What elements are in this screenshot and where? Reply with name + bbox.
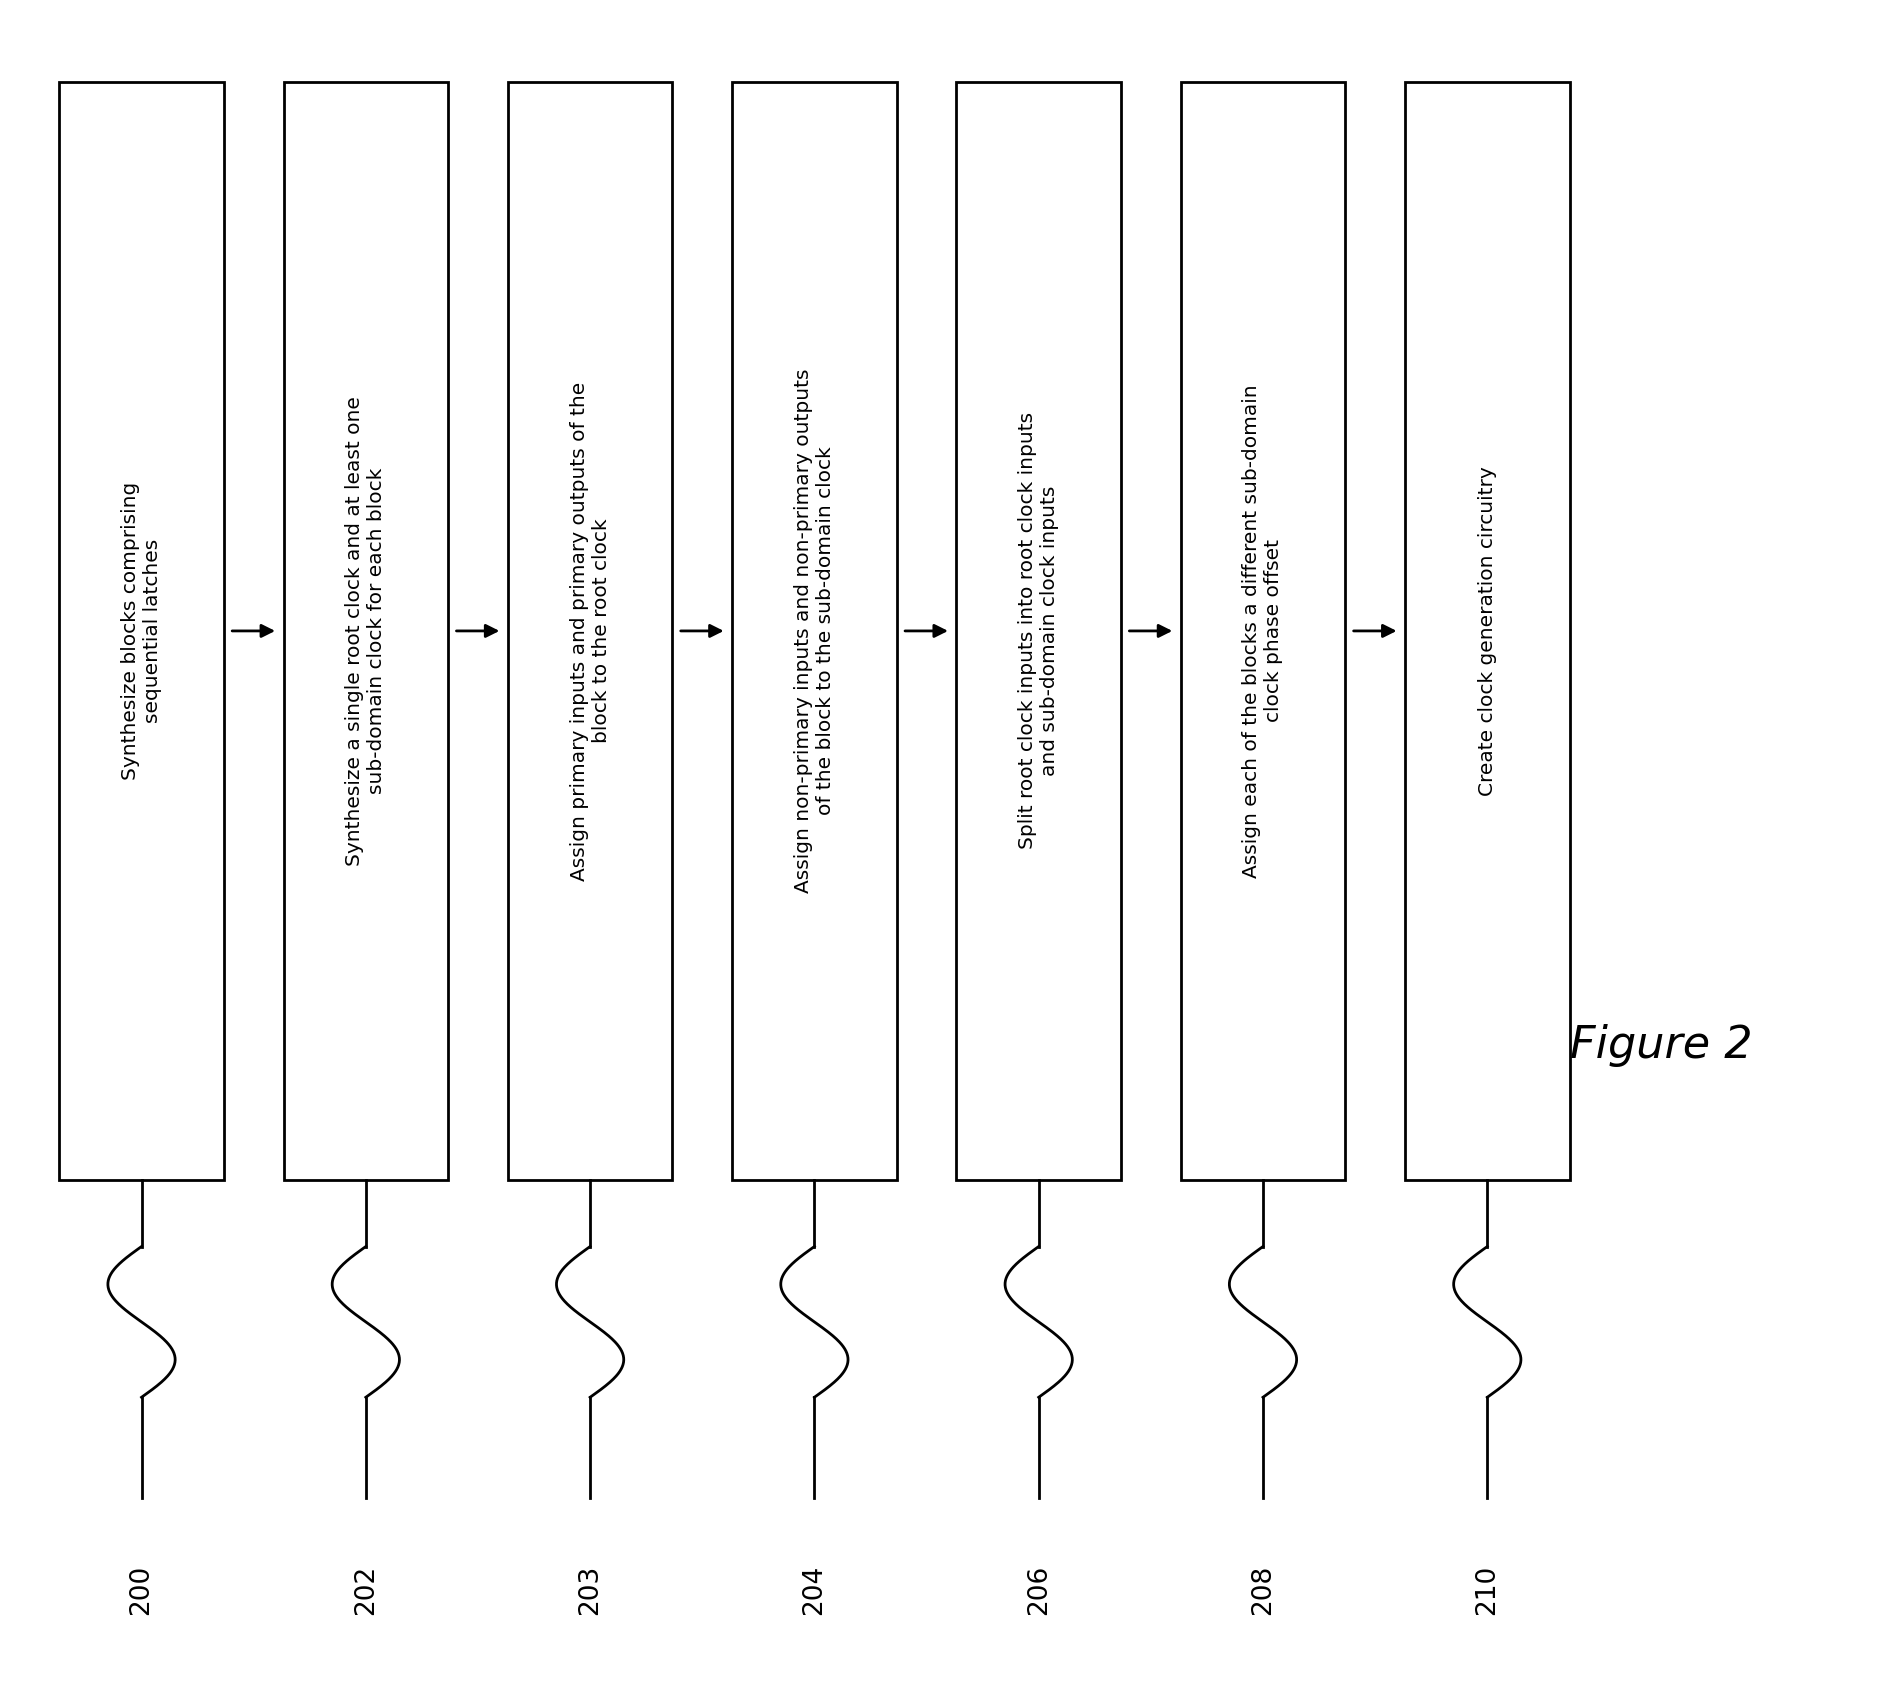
Text: Synthesize blocks comprising
sequential latches: Synthesize blocks comprising sequential …	[120, 481, 162, 780]
Text: 203: 203	[576, 1564, 602, 1615]
Bar	[732, 83, 896, 1179]
Text: Create clock generation circuitry: Create clock generation circuitry	[1477, 466, 1496, 796]
Text: 206: 206	[1026, 1564, 1052, 1615]
Text: Assign non-primary inputs and non-primary outputs
of the block to the sub-domain: Assign non-primary inputs and non-primar…	[794, 368, 834, 893]
Text: 200: 200	[128, 1564, 154, 1615]
Bar	[284, 83, 448, 1179]
Text: Synthesize a single root clock and at least one
sub-domain clock for each block: Synthesize a single root clock and at le…	[344, 395, 386, 866]
Text: 202: 202	[352, 1564, 378, 1615]
Text: Assign each of the blocks a different sub-domain
clock phase offset: Assign each of the blocks a different su…	[1242, 383, 1284, 878]
Text: Split root clock inputs into root clock inputs
and sub-domain clock inputs: Split root clock inputs into root clock …	[1018, 412, 1060, 850]
Text: 204: 204	[802, 1564, 826, 1615]
Text: 210: 210	[1474, 1564, 1500, 1615]
Bar	[58, 83, 224, 1179]
Text: Figure 2: Figure 2	[1570, 1024, 1752, 1067]
Bar	[1180, 83, 1344, 1179]
Text: 208: 208	[1250, 1564, 1276, 1615]
Bar	[1404, 83, 1570, 1179]
Text: Assign primary inputs and primary outputs of the
block to the root clock: Assign primary inputs and primary output…	[568, 382, 610, 880]
Bar	[956, 83, 1120, 1179]
Bar	[508, 83, 672, 1179]
